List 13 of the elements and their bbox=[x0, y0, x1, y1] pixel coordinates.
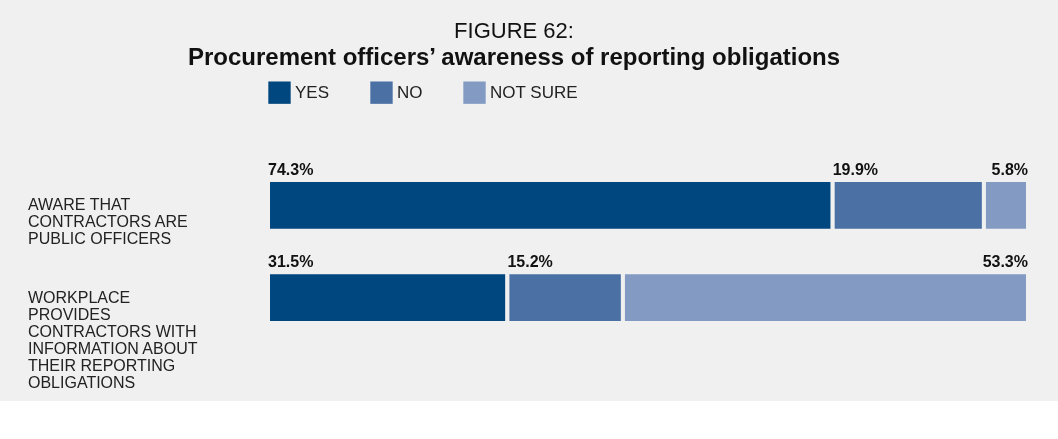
data-label: 15.2% bbox=[507, 253, 553, 271]
data-label: 31.5% bbox=[268, 253, 314, 271]
legend-label: NO bbox=[397, 82, 423, 102]
y-tick-label: AWARE THAT CONTRACTORS ARE PUBLIC OFFICERS bbox=[28, 196, 188, 248]
chart-subtitle: Procurement officers’ awareness of reporting obligations bbox=[187, 43, 841, 70]
data-label: 5.8% bbox=[991, 161, 1028, 179]
data-label: 53.3% bbox=[982, 253, 1028, 271]
data-label: 74.3% bbox=[268, 161, 314, 179]
legend-label: NOT SURE bbox=[490, 82, 578, 102]
chart-title: FIGURE 62: bbox=[454, 18, 574, 43]
data-label: 19.9% bbox=[832, 161, 879, 179]
legend-label: YES bbox=[295, 82, 330, 102]
y-tick-label: WORKPLACE PROVIDES CONTRACTORS WITH INFORMATION ABOUT THEIR REPORTING OBLIGATIONS bbox=[28, 288, 198, 391]
